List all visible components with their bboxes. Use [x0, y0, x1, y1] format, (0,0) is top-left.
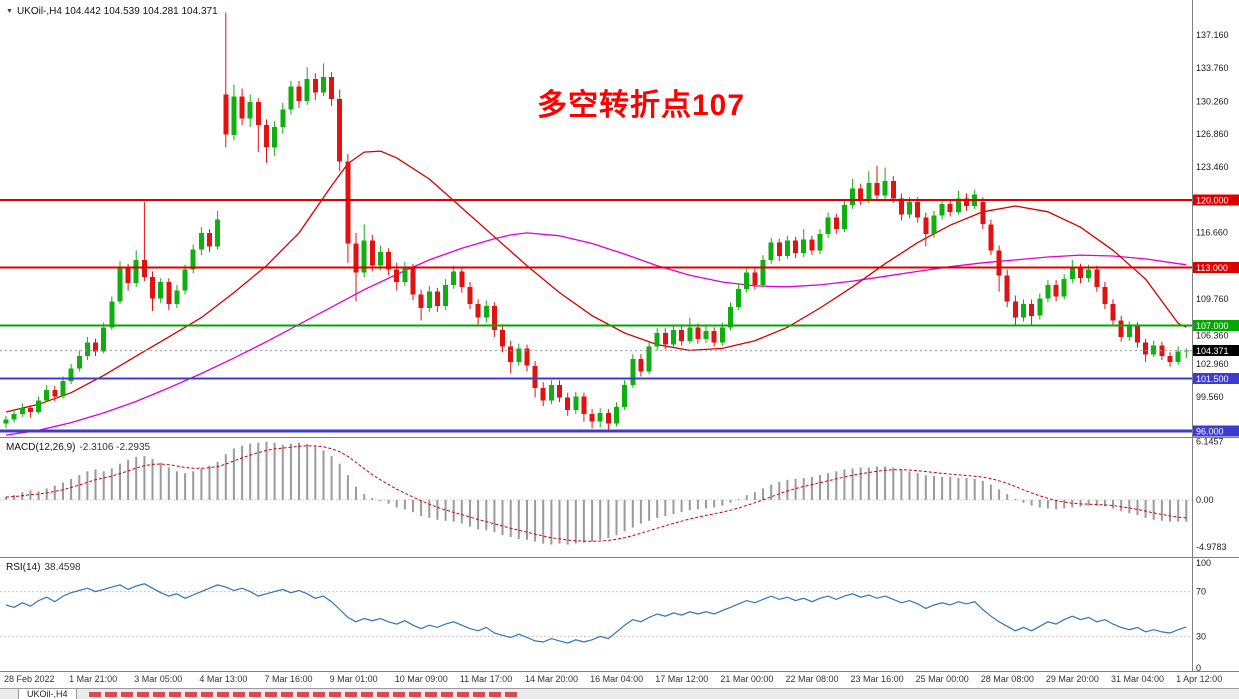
price-chart-canvas[interactable]: 137.160 133.760 130.260 126.860 123.460 116.6…: [0, 0, 1239, 437]
svg-text:100: 100: [1196, 558, 1211, 568]
svg-text:116.660: 116.660: [1196, 227, 1228, 237]
macd-histogram: [5, 441, 1188, 545]
rsi-label: RSI(14) 38.4598: [6, 562, 81, 573]
time-label: 9 Mar 01:00: [329, 674, 378, 684]
price-tag: [1193, 319, 1239, 331]
macd-name: MACD(12,26,9): [6, 442, 76, 453]
macd-values: -2.3106 -2.2935: [79, 442, 151, 453]
time-label: 25 Mar 00:00: [915, 674, 969, 684]
svg-text:-4.9783: -4.9783: [1196, 542, 1227, 552]
time-label: 1 Apr 12:00: [1176, 674, 1223, 684]
ma-slow-line: [5, 232, 1187, 436]
time-label: 23 Mar 16:00: [850, 674, 904, 684]
rsi-value: 38.4598: [44, 562, 81, 573]
price-tag: [1193, 194, 1239, 206]
time-label: 31 Mar 04:00: [1111, 674, 1165, 684]
svg-text:0.00: 0.00: [1196, 495, 1214, 505]
time-axis[interactable]: 28 Feb 2022 1 Mar 21:00 3 Mar 05:00 4 Mar 1…: [0, 671, 1239, 688]
svg-text:123.460: 123.460: [1196, 162, 1229, 172]
svg-text:104.371: 104.371: [1196, 346, 1229, 356]
macd-signal-line: [5, 445, 1187, 542]
symbol-ohlc-label: UKOil-,H4 104.442 104.539 104.281 104.37…: [16, 6, 218, 17]
time-label: 17 Mar 12:00: [655, 674, 709, 684]
svg-text:106.360: 106.360: [1196, 330, 1229, 340]
time-label: 21 Mar 00:00: [720, 674, 774, 684]
svg-text:102.960: 102.960: [1196, 359, 1229, 369]
time-label: 7 Mar 16:00: [264, 674, 313, 684]
time-label: 28 Mar 08:00: [980, 674, 1034, 684]
time-label: 22 Mar 08:00: [785, 674, 839, 684]
svg-text:120.000: 120.000: [1196, 196, 1229, 206]
chevron-down-icon[interactable]: ▼: [6, 8, 13, 15]
bottom-tab-bar: UKOil-,H4: [0, 688, 1239, 699]
time-label: 16 Mar 04:00: [590, 674, 644, 684]
svg-text:96.000: 96.000: [1196, 427, 1224, 437]
svg-text:133.760: 133.760: [1196, 63, 1229, 73]
symbol-info: ▼ UKOil-,H4 104.442 104.539 104.281 104.…: [6, 6, 218, 17]
rsi-panel[interactable]: 100 70 30 0 RSI(14) 38.4598: [0, 557, 1239, 671]
svg-text:30: 30: [1196, 631, 1206, 641]
svg-text:101.500: 101.500: [1196, 374, 1229, 384]
time-label: 29 Mar 20:00: [1045, 674, 1099, 684]
rsi-name: RSI(14): [6, 562, 41, 573]
price-tag: [1193, 372, 1239, 384]
svg-text:113.000: 113.000: [1196, 263, 1228, 273]
bottom-ticker-smudge: [88, 692, 519, 697]
chart-annotation: 多空转折点107: [537, 89, 746, 122]
svg-text:137.160: 137.160: [1196, 30, 1229, 40]
svg-text:107.000: 107.000: [1196, 321, 1229, 331]
macd-label: MACD(12,26,9) -2.3106 -2.2935: [6, 442, 150, 453]
price-tag: [1193, 345, 1239, 357]
time-label: 1 Mar 21:00: [69, 674, 118, 684]
price-chart-panel[interactable]: 137.160 133.760 130.260 126.860 123.460 116.6…: [0, 0, 1239, 437]
macd-panel[interactable]: 6.1457 0.00 -4.9783 MACD(12,26,9) -2.3106 -…: [0, 437, 1239, 557]
time-label: 14 Mar 20:00: [524, 674, 578, 684]
svg-text:99.560: 99.560: [1196, 392, 1224, 402]
svg-text:70: 70: [1196, 587, 1206, 597]
time-label: 3 Mar 05:00: [134, 674, 183, 684]
candles-layer: [3, 12, 1189, 431]
svg-text:0: 0: [1196, 663, 1201, 671]
price-tag: [1193, 262, 1239, 274]
time-label: 10 Mar 09:00: [394, 674, 448, 684]
rsi-line: [5, 583, 1187, 644]
time-label: 4 Mar 13:00: [199, 674, 248, 684]
svg-text:126.860: 126.860: [1196, 129, 1229, 139]
price-tag: [1193, 425, 1239, 437]
time-label: 28 Feb 2022: [4, 674, 55, 684]
svg-text:109.760: 109.760: [1196, 294, 1229, 304]
rsi-canvas[interactable]: 100 70 30 0: [0, 558, 1239, 671]
svg-text:6.1457: 6.1457: [1196, 438, 1224, 446]
ma-fast-line: [5, 150, 1187, 413]
chart-tab[interactable]: UKOil-,H4: [18, 688, 77, 699]
svg-text:130.260: 130.260: [1196, 96, 1229, 106]
macd-canvas[interactable]: 6.1457 0.00 -4.9783: [0, 438, 1239, 557]
time-label: 11 Mar 17:00: [459, 674, 513, 684]
